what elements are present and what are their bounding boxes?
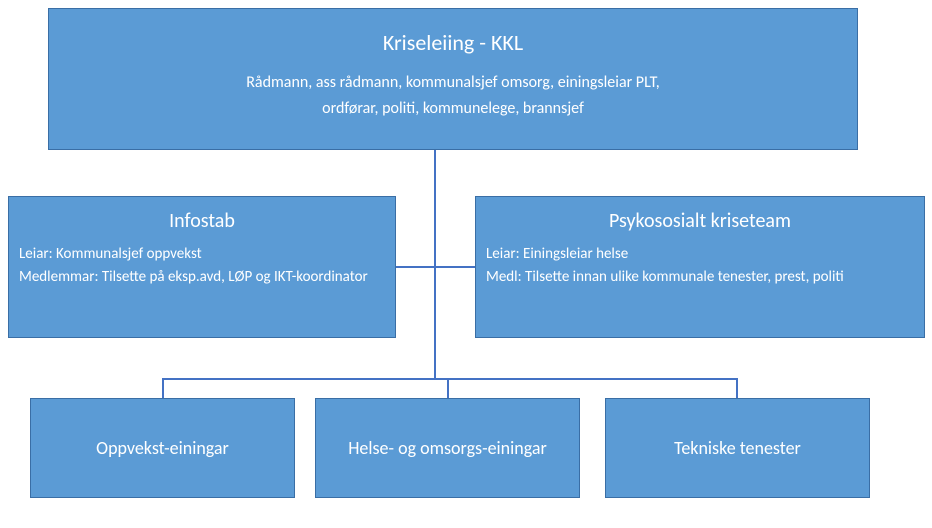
connector-drop-a [162,378,164,398]
title-infostab: Infostab [19,209,385,233]
infostab-leader: Leiar: Kommunalsjef oppvekst [19,243,385,266]
connector-drop-c [736,378,738,398]
connector-to-kriseteam [434,266,475,268]
connector-bottom-bar [162,378,738,380]
node-oppvekst: Oppvekst-einingar [30,398,295,498]
node-kriseleiing: Kriseleiing - KKL Rådmann, ass rådmann, … [48,8,858,150]
title-kriseleiing: Kriseleiing - KKL [89,29,817,56]
label-tekniske: Tekniske tenester [674,437,801,459]
node-infostab: Infostab Leiar: Kommunalsjef oppvekst Me… [8,196,396,338]
connector-drop-b [447,378,449,398]
connector-to-infostab [396,266,436,268]
node-tekniske: Tekniske tenester [605,398,870,498]
connector-trunk [434,150,436,378]
label-helse-omsorg: Helse- og omsorgs-einingar [348,437,547,459]
title-kriseteam: Psykososialt kriseteam [486,209,914,233]
subtitle-kriseleiing-2: ordførar, politi, kommunelege, brannsjef [89,96,817,122]
infostab-members: Medlemmar: Tilsette på eksp.avd, LØP og … [19,266,385,289]
node-helse-omsorg: Helse- og omsorgs-einingar [315,398,580,498]
kriseteam-members: Medl: Tilsette innan ulike kommunale ten… [486,266,914,289]
label-oppvekst: Oppvekst-einingar [96,437,229,459]
kriseteam-leader: Leiar: Einingsleiar helse [486,243,914,266]
subtitle-kriseleiing-1: Rådmann, ass rådmann, kommunalsjef omsor… [89,70,817,96]
node-kriseteam: Psykososialt kriseteam Leiar: Einingslei… [475,196,925,338]
